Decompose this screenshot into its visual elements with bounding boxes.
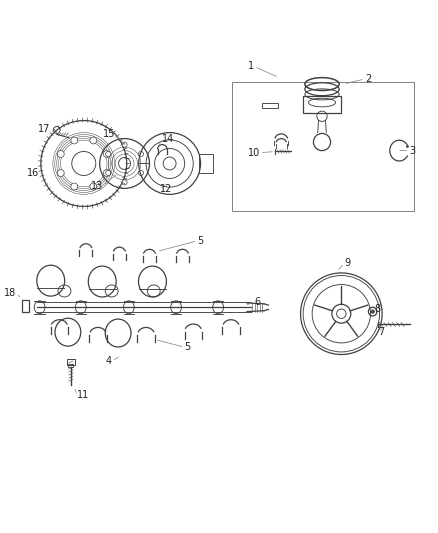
Circle shape: [106, 171, 111, 175]
Bar: [68, 364, 74, 367]
Circle shape: [57, 150, 64, 157]
Text: 7: 7: [378, 327, 384, 337]
Text: 10: 10: [247, 148, 260, 158]
Circle shape: [57, 169, 64, 176]
Text: 12: 12: [160, 184, 172, 194]
Circle shape: [103, 150, 110, 157]
Bar: [67, 359, 75, 365]
Text: 13: 13: [91, 181, 103, 191]
Text: 3: 3: [409, 146, 415, 156]
Circle shape: [90, 183, 97, 190]
Bar: [21, 300, 29, 312]
Text: 8: 8: [374, 304, 381, 314]
Text: 5: 5: [185, 342, 191, 352]
Circle shape: [71, 137, 78, 144]
Bar: [199, 154, 212, 173]
Circle shape: [122, 142, 127, 147]
Bar: [232, 82, 414, 211]
Bar: [262, 103, 278, 108]
Circle shape: [138, 151, 144, 157]
Text: 6: 6: [254, 297, 260, 306]
Text: 14: 14: [162, 134, 175, 143]
Text: 17: 17: [39, 124, 51, 134]
Circle shape: [90, 137, 97, 144]
Text: 2: 2: [365, 74, 371, 84]
Text: 15: 15: [103, 130, 115, 139]
Text: 1: 1: [248, 61, 254, 71]
Circle shape: [103, 169, 110, 176]
Text: 4: 4: [106, 356, 112, 366]
Text: 5: 5: [198, 236, 204, 246]
Circle shape: [122, 180, 127, 185]
Circle shape: [106, 151, 111, 157]
Bar: [303, 95, 341, 113]
Circle shape: [371, 310, 374, 313]
Text: 11: 11: [78, 390, 90, 400]
Text: 16: 16: [26, 168, 39, 178]
Circle shape: [71, 183, 78, 190]
Text: 18: 18: [4, 288, 16, 298]
Text: 9: 9: [344, 258, 350, 268]
Circle shape: [138, 171, 144, 175]
